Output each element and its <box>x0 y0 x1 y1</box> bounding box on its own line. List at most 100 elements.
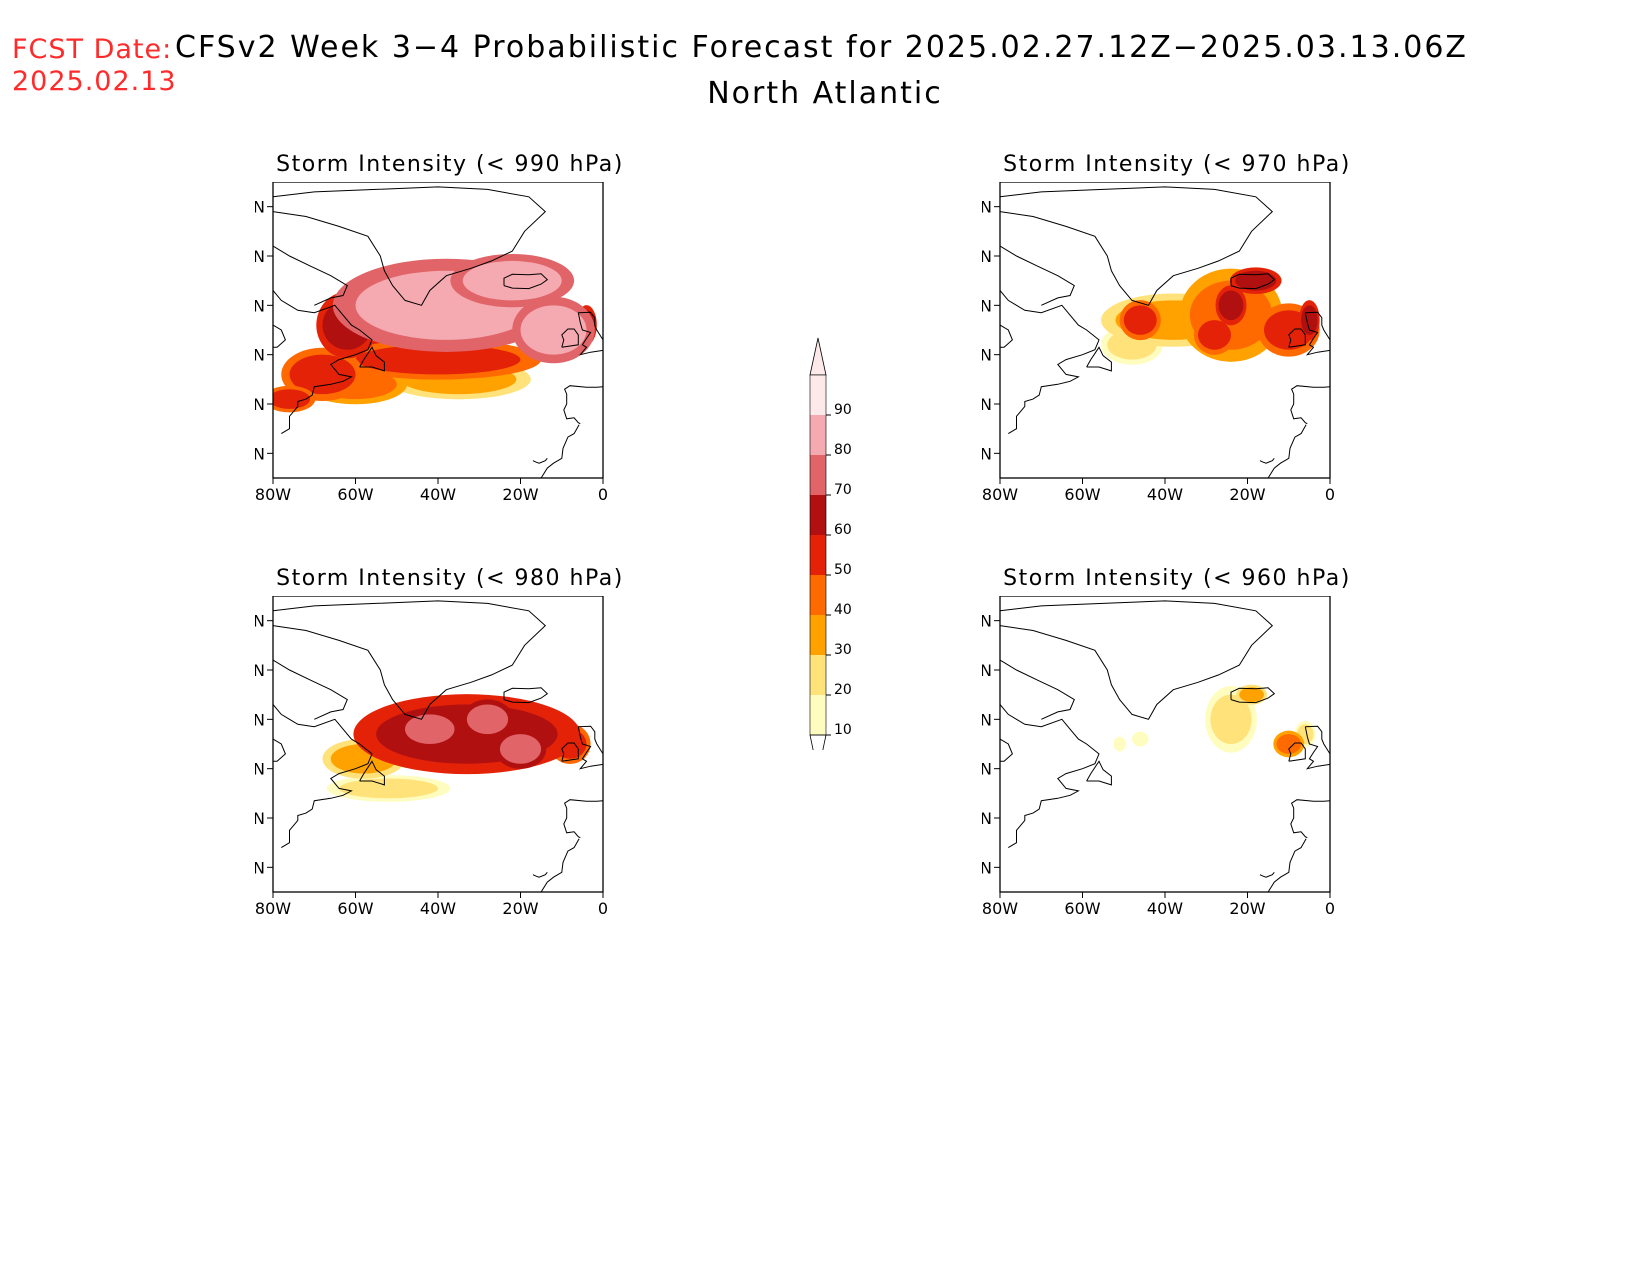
colorbar-label: 60 <box>834 522 852 538</box>
lon-tick-label: 20W <box>1229 899 1265 918</box>
coastline <box>577 311 603 356</box>
coastline <box>273 290 373 435</box>
probability-blob <box>499 734 542 764</box>
coastline <box>1000 186 1274 306</box>
panel-title-970: Storm Intensity (< 970 hPa) <box>1003 152 1351 177</box>
probability-colorbar: 90 80 70 60 50 40 30 20 10 <box>809 337 852 750</box>
coastlines <box>1000 186 1330 478</box>
coastline <box>1000 324 1013 348</box>
coastlines <box>273 600 603 892</box>
coastline <box>1290 799 1330 839</box>
coastline <box>1230 273 1276 290</box>
lon-tick-label: 0 <box>598 899 608 918</box>
coastline <box>561 742 579 762</box>
coastline <box>359 346 385 372</box>
lat-tick-label: 60N <box>255 710 265 729</box>
colorbar-label: 20 <box>834 682 852 698</box>
coastline <box>1000 738 1013 762</box>
fcst-date-value: 2025.02.13 <box>12 66 177 97</box>
probability-blob <box>339 778 438 799</box>
lon-tick-label: 20W <box>502 899 538 918</box>
page-title: CFSv2 Week 3−4 Probabilistic Forecast fo… <box>175 30 1468 65</box>
colorbar-swatch <box>810 615 826 655</box>
lon-tick-label: 80W <box>982 899 1018 918</box>
coastline <box>273 659 348 720</box>
map-990: 80N 70N 60N 50N 40N 30N 80W 60W 40W 20W 0 <box>255 182 608 504</box>
lat-tick-label: 50N <box>255 346 265 365</box>
probability-blob <box>520 305 587 355</box>
colorbar-swatch <box>810 695 826 735</box>
lon-tick-label: 0 <box>1325 485 1335 504</box>
colorbar-swatch <box>810 455 826 495</box>
lat-tick-label: 70N <box>982 247 992 266</box>
fcst-date-label: FCST Date: <box>12 34 173 65</box>
lon-tick-label: 20W <box>1229 485 1265 504</box>
map-970: 80N 70N 60N 50N 40N 30N 80W 60W 40W 20W 0 <box>982 182 1335 504</box>
probability-blob <box>1132 731 1149 747</box>
lon-tick-label: 40W <box>1147 485 1183 504</box>
lat-tick-label: 60N <box>982 296 992 315</box>
colorbar-swatch <box>810 495 826 535</box>
probability-blob <box>1235 270 1277 291</box>
colorbar-label: 10 <box>834 722 852 738</box>
coastlines <box>1000 600 1330 892</box>
probability-blob <box>273 389 311 409</box>
lat-tick-label: 40N <box>982 809 992 828</box>
colorbar-label: 30 <box>834 642 852 658</box>
probability-blob <box>1113 736 1126 752</box>
coastline <box>1000 600 1274 720</box>
coastline <box>273 600 547 720</box>
coastline <box>359 760 385 786</box>
coastline <box>1086 760 1112 786</box>
coastline <box>563 385 603 425</box>
probability-shading <box>1101 267 1320 365</box>
colorbar-bottom-arrow <box>809 734 827 750</box>
probability-blob <box>405 714 455 744</box>
lat-tick-label: 40N <box>255 809 265 828</box>
panel-title-960: Storm Intensity (< 960 hPa) <box>1003 566 1351 591</box>
probability-blob <box>1239 687 1264 703</box>
probability-blob <box>1123 305 1157 335</box>
lon-tick-label: 40W <box>1147 899 1183 918</box>
lat-tick-label: 40N <box>982 395 992 414</box>
coastline <box>532 871 548 878</box>
map-960: 80N 70N 60N 50N 40N 30N 80W 60W 40W 20W 0 <box>982 596 1335 918</box>
coastline <box>563 799 603 839</box>
coastline <box>540 838 580 892</box>
lat-tick-label: 30N <box>255 444 265 463</box>
colorbar-label: 90 <box>834 402 852 418</box>
map-panel-990: Storm Intensity (< 990 hPa) 80N 70N 60N 50N… <box>255 152 775 532</box>
lon-tick-label: 0 <box>1325 899 1335 918</box>
lon-tick-label: 80W <box>255 899 291 918</box>
map-panel-960: Storm Intensity (< 960 hPa) 80N 70N 60N 50N… <box>982 566 1502 946</box>
lat-tick-label: 60N <box>982 710 992 729</box>
coastline <box>1304 311 1330 356</box>
coastline <box>532 457 548 464</box>
map-panel-970: Storm Intensity (< 970 hPa) 80N 70N 60N 50N… <box>982 152 1502 532</box>
probability-blob <box>355 344 521 375</box>
colorbar-swatch <box>810 655 826 695</box>
lat-tick-label: 70N <box>255 661 265 680</box>
lon-tick-label: 60W <box>1064 899 1100 918</box>
coastline <box>1290 385 1330 425</box>
probability-shading <box>1113 684 1316 758</box>
coastline <box>1086 346 1112 372</box>
coastline <box>1267 838 1307 892</box>
lat-tick-label: 40N <box>255 395 265 414</box>
coastline <box>273 704 373 849</box>
probability-blob <box>289 354 356 395</box>
coastline <box>1267 424 1307 478</box>
coastline <box>577 725 603 770</box>
lat-tick-label: 80N <box>982 198 992 217</box>
lat-tick-label: 80N <box>255 198 265 217</box>
lon-tick-label: 60W <box>337 899 373 918</box>
map-980: 80N 70N 60N 50N 40N 30N 80W 60W 40W 20W 0 <box>255 596 608 918</box>
coastline <box>1000 704 1100 849</box>
coastline <box>503 273 549 290</box>
lon-tick-label: 40W <box>420 485 456 504</box>
colorbar-label: 80 <box>834 442 852 458</box>
lat-tick-label: 30N <box>982 444 992 463</box>
lat-tick-label: 50N <box>982 760 992 779</box>
coastline <box>1259 871 1275 878</box>
coastline <box>503 687 549 704</box>
